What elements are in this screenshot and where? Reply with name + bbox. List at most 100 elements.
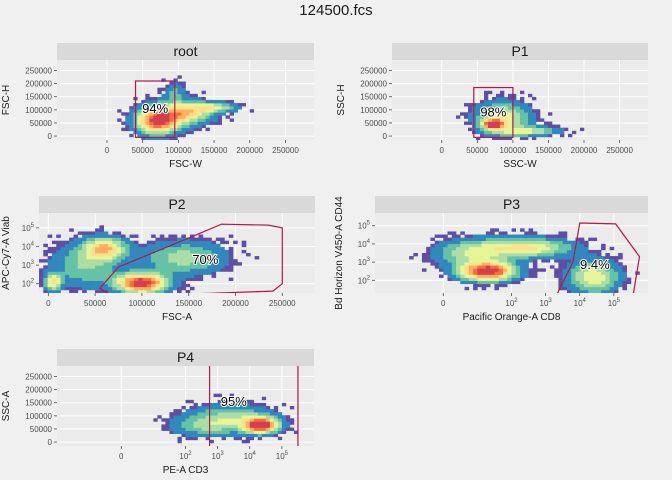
density-bin	[524, 112, 529, 116]
density-bin	[209, 100, 214, 104]
density-bin	[90, 234, 96, 238]
density-bin	[225, 115, 230, 119]
density-bin	[177, 283, 182, 288]
density-bin	[613, 262, 619, 266]
density-bin	[511, 253, 517, 257]
density-bin	[571, 280, 576, 285]
density-bin	[558, 277, 563, 281]
density-bin	[273, 418, 279, 422]
density-bin	[172, 286, 178, 291]
gate-rectangle[interactable]	[134, 80, 176, 138]
density-bin	[220, 240, 225, 245]
density-bin	[164, 274, 169, 278]
density-bin	[189, 409, 194, 413]
density-bin	[225, 427, 230, 431]
density-bin	[151, 283, 156, 288]
density-bin	[103, 265, 109, 269]
density-bin	[103, 234, 109, 238]
density-bin	[205, 436, 210, 441]
density-bin	[269, 424, 275, 428]
x-tick-label: 0	[46, 299, 51, 308]
density-bin	[558, 286, 563, 291]
density-bin	[592, 274, 598, 278]
gate-percentage: 98%	[480, 104, 506, 119]
density-bin	[189, 100, 194, 104]
density-bin	[213, 406, 218, 410]
density-bin	[177, 249, 182, 254]
density-bin	[485, 256, 491, 260]
density-bin	[157, 109, 162, 113]
density-bin	[554, 271, 559, 275]
density-bin	[112, 283, 117, 288]
density-bin	[133, 283, 139, 288]
density-bin	[169, 118, 174, 122]
density-bin	[197, 103, 202, 107]
density-bin	[524, 121, 529, 125]
strip-p3	[375, 196, 648, 213]
density-bin	[217, 115, 222, 119]
gate-rectangle[interactable]	[473, 86, 514, 138]
density-bin	[249, 109, 255, 113]
density-bin	[520, 109, 525, 113]
density-bin	[528, 109, 533, 113]
density-bin	[95, 256, 100, 260]
density-bin	[520, 243, 525, 248]
density-bin	[566, 246, 572, 251]
density-bin	[189, 424, 194, 428]
density-bin	[485, 271, 491, 275]
tick-exponent: 4	[31, 241, 35, 247]
density-bin	[165, 109, 170, 113]
density-bin	[528, 243, 534, 248]
density-bin	[253, 415, 259, 419]
density-bin	[149, 103, 154, 107]
density-bin	[558, 280, 563, 285]
density-bin	[451, 274, 457, 278]
density-bin	[224, 249, 230, 254]
density-bin	[99, 259, 104, 263]
density-bin	[120, 277, 126, 281]
density-bin	[173, 90, 178, 95]
density-bin	[562, 268, 568, 272]
density-bin	[229, 424, 234, 428]
density-bin	[524, 115, 529, 119]
gate-polygon[interactable]	[556, 222, 641, 299]
density-bin	[281, 430, 287, 434]
density-bin	[237, 415, 243, 419]
density-bin	[172, 274, 178, 278]
density-bin	[502, 280, 508, 285]
density-bin	[116, 262, 122, 266]
density-bin	[56, 280, 61, 285]
density-bin	[213, 393, 218, 398]
density-bin	[86, 246, 92, 251]
density-bin	[137, 112, 142, 116]
density-bin	[193, 118, 198, 122]
density-bin	[185, 259, 191, 263]
density-bin	[498, 280, 504, 285]
density-bin	[485, 231, 491, 235]
density-bin	[532, 268, 538, 272]
density-bin	[142, 256, 148, 260]
x-tick-label: 200000	[222, 299, 249, 308]
density-bin	[197, 406, 202, 410]
x-tick-label: 150000	[535, 146, 562, 155]
density-bin	[213, 424, 218, 428]
strip-p2	[39, 196, 315, 213]
density-bin	[155, 277, 161, 281]
density-bin	[592, 237, 598, 241]
density-bin	[155, 259, 161, 263]
density-bin	[108, 277, 113, 281]
density-bin	[201, 124, 206, 128]
density-bin	[73, 249, 79, 254]
density-bin	[185, 409, 190, 413]
density-bin	[596, 256, 602, 260]
density-bin	[43, 253, 48, 257]
density-bin	[464, 271, 470, 275]
density-bin	[129, 133, 134, 138]
density-bin	[241, 430, 247, 434]
density-bin	[164, 249, 169, 254]
density-bin	[249, 418, 255, 422]
gate-polygon[interactable]	[98, 223, 283, 297]
density-bin	[225, 106, 230, 110]
density-bin	[443, 268, 448, 272]
density-bin	[477, 240, 482, 245]
